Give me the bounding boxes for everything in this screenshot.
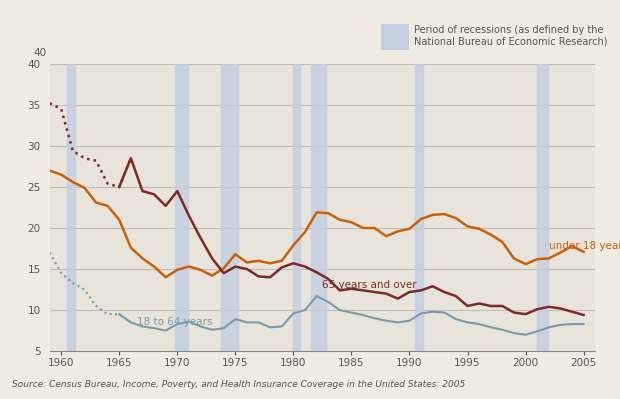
Text: 18 to 64 years: 18 to 64 years	[136, 316, 212, 326]
Bar	[175, 64, 188, 351]
Bar	[415, 64, 423, 351]
Bar	[537, 64, 547, 351]
Text: under 18 years: under 18 years	[549, 241, 620, 251]
Text: 40: 40	[33, 48, 47, 58]
Bar	[293, 64, 300, 351]
Bar	[67, 64, 75, 351]
Bar	[311, 64, 326, 351]
Text: 65 years and over: 65 years and over	[322, 280, 417, 290]
Text: Period of recessions (as defined by the
National Bureau of Economic Research): Period of recessions (as defined by the …	[414, 25, 608, 46]
Text: Source: Census Bureau, Income, Poverty, and Health Insurance Coverage in the Uni: Source: Census Bureau, Income, Poverty, …	[12, 380, 466, 389]
Bar	[221, 64, 237, 351]
